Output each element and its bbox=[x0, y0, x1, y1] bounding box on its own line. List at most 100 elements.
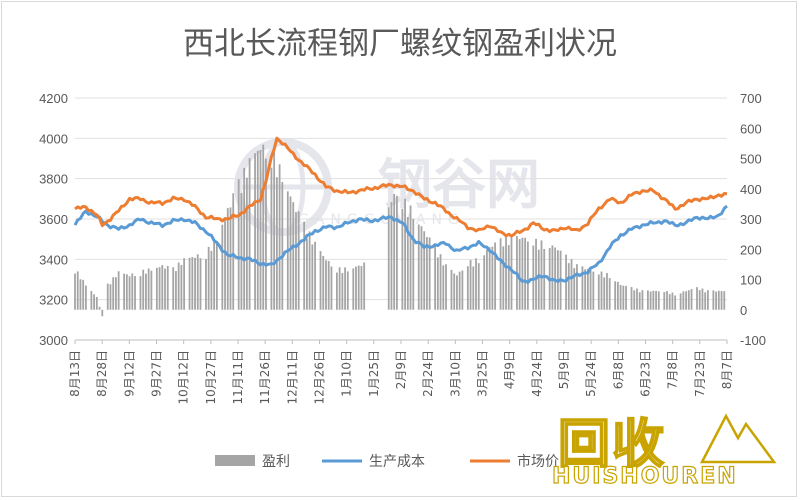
profit-bar bbox=[505, 236, 507, 310]
profit-bar bbox=[330, 266, 333, 310]
profit-bar bbox=[237, 179, 240, 310]
profit-bar bbox=[597, 274, 600, 310]
mountain-logo-icon bbox=[699, 413, 777, 464]
x-tick-label: 5月9日 bbox=[557, 350, 571, 389]
profit-bar bbox=[295, 212, 297, 310]
profit-bar bbox=[720, 291, 723, 310]
profit-bar bbox=[570, 259, 573, 310]
profit-bar bbox=[567, 263, 570, 310]
profit-bar bbox=[164, 268, 166, 310]
profit-bar bbox=[196, 254, 199, 310]
profit-bar bbox=[363, 262, 366, 310]
profit-bar bbox=[576, 264, 578, 310]
x-tick-label: 11月11日 bbox=[231, 350, 245, 405]
x-tick-label: 1月10日 bbox=[340, 350, 354, 397]
profit-bar bbox=[158, 267, 161, 310]
profit-bar bbox=[409, 205, 412, 310]
profit-bar bbox=[256, 150, 259, 310]
profit-bar bbox=[224, 217, 226, 310]
profit-bar bbox=[265, 158, 267, 310]
huishouren-logo-text: 回收 bbox=[557, 414, 667, 476]
profit-bar bbox=[311, 244, 314, 310]
y-left-tick-label: 3000 bbox=[39, 333, 68, 348]
profit-bar bbox=[507, 245, 510, 310]
x-tick-label: 4月9日 bbox=[503, 350, 517, 389]
profit-bar bbox=[327, 261, 330, 310]
y-left-tick-label: 4200 bbox=[39, 91, 68, 106]
profit-bar bbox=[646, 290, 649, 310]
profit-bar bbox=[668, 294, 671, 310]
profit-bar bbox=[698, 290, 701, 310]
profit-bar bbox=[357, 265, 360, 310]
y-right-tick-label: 300 bbox=[740, 212, 762, 227]
profit-bar bbox=[74, 273, 76, 310]
profit-bar bbox=[76, 271, 79, 310]
y-right-tick-label: 0 bbox=[740, 303, 747, 318]
profit-bar bbox=[229, 207, 232, 310]
profit-bar bbox=[499, 238, 502, 310]
profit-bar bbox=[436, 257, 439, 310]
profit-bar bbox=[314, 241, 316, 310]
profit-bar bbox=[453, 273, 456, 310]
profit-bar bbox=[106, 283, 109, 310]
profit-bar bbox=[155, 267, 158, 310]
profit-bar bbox=[254, 153, 256, 310]
x-tick-label: 3月25日 bbox=[476, 350, 490, 397]
profit-bar bbox=[535, 238, 537, 310]
profit-bar bbox=[581, 266, 584, 310]
profit-bar bbox=[322, 255, 325, 310]
profit-bar bbox=[606, 273, 608, 310]
profit-bar bbox=[95, 296, 98, 310]
profit-bar bbox=[128, 276, 131, 310]
profit-bar bbox=[707, 290, 709, 310]
profit-bar bbox=[633, 290, 636, 310]
profit-bar bbox=[390, 202, 393, 310]
x-tick-label: 1月25日 bbox=[367, 350, 381, 397]
profit-bar bbox=[532, 245, 535, 310]
profit-bar bbox=[712, 290, 715, 310]
y-left-tick-label: 3200 bbox=[39, 293, 68, 308]
profit-bar bbox=[401, 208, 404, 310]
y-right-tick-label: 400 bbox=[740, 182, 762, 197]
profit-bar bbox=[123, 273, 126, 310]
legend: 盈利 生产成本 市场价 bbox=[215, 453, 559, 470]
x-tick-label: 4月24日 bbox=[530, 350, 544, 397]
y-right-tick-label: 200 bbox=[740, 242, 762, 257]
profit-bar bbox=[360, 266, 363, 310]
profit-bar bbox=[655, 290, 657, 310]
y-axis-right: -100 0 100 200 300 400 500 600 700 bbox=[740, 91, 766, 348]
bars-series-profit bbox=[74, 144, 726, 317]
profit-bar bbox=[486, 249, 488, 310]
profit-bar bbox=[325, 260, 327, 310]
x-tick-label: 2月24日 bbox=[421, 350, 435, 397]
profit-bar bbox=[338, 267, 341, 310]
profit-bar bbox=[115, 277, 117, 310]
profit-bar bbox=[723, 291, 726, 310]
profit-bar bbox=[210, 250, 213, 310]
x-tick-label: 8月7日 bbox=[720, 350, 734, 389]
profit-bar bbox=[98, 306, 101, 310]
profit-bar bbox=[161, 265, 164, 310]
profit-bar bbox=[663, 292, 666, 310]
profit-bar bbox=[477, 263, 480, 310]
profit-bar bbox=[682, 291, 685, 310]
profit-bar bbox=[466, 266, 469, 310]
y-left-tick-label: 3800 bbox=[39, 172, 68, 187]
profit-bar bbox=[458, 271, 461, 310]
line-market-price bbox=[74, 136, 728, 238]
line-production-cost bbox=[73, 204, 728, 284]
x-tick-label: 12月26日 bbox=[313, 350, 327, 405]
profit-bar bbox=[696, 287, 698, 310]
profit-bar bbox=[592, 271, 595, 310]
x-tick-label: 7月23日 bbox=[693, 350, 707, 397]
profit-bar bbox=[396, 195, 398, 310]
profit-bar bbox=[101, 309, 104, 317]
profit-bar bbox=[475, 258, 477, 310]
profit-bar bbox=[510, 234, 513, 310]
profit-bar bbox=[614, 281, 617, 310]
profit-bar bbox=[483, 255, 486, 310]
y-right-tick-label: 600 bbox=[740, 121, 762, 136]
profit-bar bbox=[491, 246, 494, 310]
profit-bar bbox=[352, 268, 355, 310]
